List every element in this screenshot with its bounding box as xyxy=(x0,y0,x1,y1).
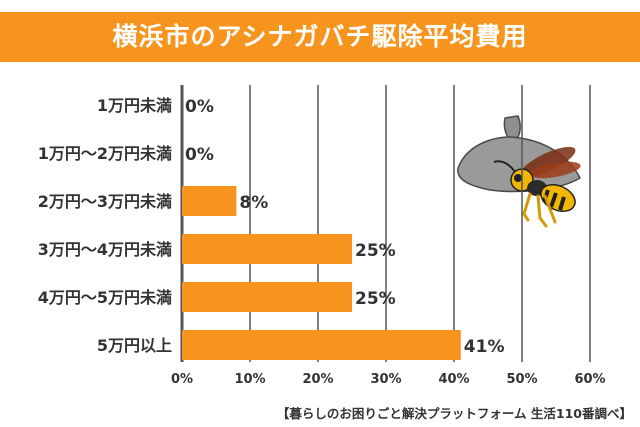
bar xyxy=(182,234,352,264)
x-tick-label: 10% xyxy=(234,372,265,387)
wasp-wing xyxy=(529,161,581,179)
data-label: 41% xyxy=(464,337,505,357)
source-note: 【暮らしのお困りごと解決プラットフォーム 生活110番調べ】 xyxy=(276,406,632,421)
data-label: 25% xyxy=(355,241,396,261)
x-tick-label: 40% xyxy=(438,372,469,387)
bar xyxy=(182,186,237,216)
category-label: 2万円～3万円未満 xyxy=(38,192,172,211)
wasp-eye xyxy=(514,174,522,182)
category-label: 1万円～2万円未満 xyxy=(38,144,172,163)
category-label: 3万円～4万円未満 xyxy=(38,240,172,259)
data-label: 0% xyxy=(185,97,214,117)
chart-title: 横浜市のアシナガバチ駆除平均費用 xyxy=(112,22,528,51)
x-tick-label: 30% xyxy=(370,372,401,387)
x-tick-label: 0% xyxy=(171,372,193,387)
data-label: 0% xyxy=(185,145,214,165)
nest-body xyxy=(457,136,581,193)
category-label: 1万円未満 xyxy=(97,96,172,115)
wasp-legs xyxy=(522,192,557,228)
bar xyxy=(182,330,461,360)
bar xyxy=(182,282,352,312)
title-banner xyxy=(0,12,640,62)
category-label: 5万円以上 xyxy=(97,336,172,355)
data-label: 25% xyxy=(355,289,396,309)
category-label: 4万円～5万円未満 xyxy=(38,288,172,307)
data-label: 8% xyxy=(239,193,268,213)
wasp-antenna xyxy=(493,160,516,173)
x-tick-label: 60% xyxy=(574,372,605,387)
x-tick-label: 50% xyxy=(506,372,537,387)
x-tick-label: 20% xyxy=(302,372,333,387)
wasp-illustration xyxy=(457,115,581,228)
